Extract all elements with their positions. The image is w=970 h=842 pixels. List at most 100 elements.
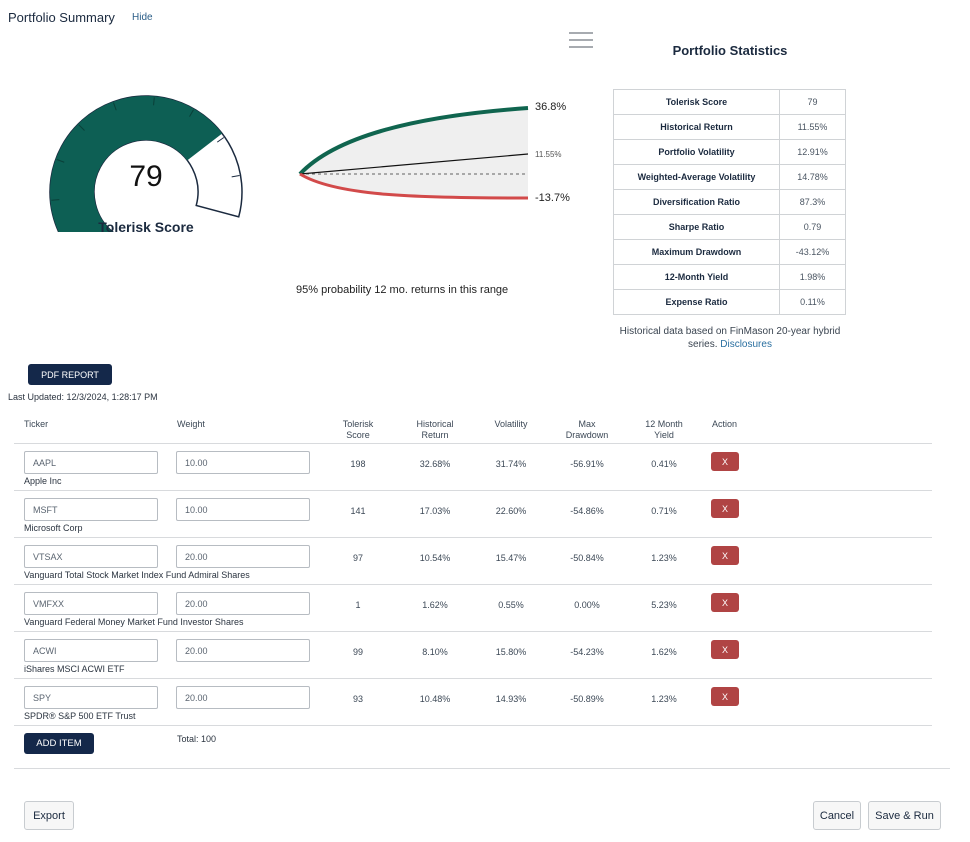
cell-drawdown: -50.84% xyxy=(570,553,604,563)
remove-row-button[interactable]: X xyxy=(711,640,739,659)
stat-label: Maximum Drawdown xyxy=(613,239,780,265)
cell-drawdown: -56.91% xyxy=(570,459,604,469)
weight-input[interactable]: 20.00 xyxy=(176,545,310,568)
ticker-input[interactable]: AAPL xyxy=(24,451,158,474)
cell-drawdown: -54.23% xyxy=(570,647,604,657)
weight-input[interactable]: 20.00 xyxy=(176,592,310,615)
col-header-score-line1: Tolerisk xyxy=(342,419,374,429)
stat-label: Tolerisk Score xyxy=(613,89,780,115)
remove-row-button[interactable]: X xyxy=(711,499,739,518)
cell-score: 97 xyxy=(352,553,363,563)
pdf-report-button[interactable]: PDF REPORT xyxy=(28,364,112,385)
stat-label: Historical Return xyxy=(613,114,780,140)
stat-value: 11.55% xyxy=(779,114,846,140)
hide-link[interactable]: Hide xyxy=(132,12,153,23)
tolerisk-gauge xyxy=(49,95,243,232)
cell-volatility: 14.93% xyxy=(495,694,527,704)
cell-volatility: 0.55% xyxy=(498,600,524,610)
cell-drawdown: 0.00% xyxy=(574,600,600,610)
col-header-volatility: Volatility xyxy=(494,419,528,429)
remove-row-button[interactable]: X xyxy=(711,546,739,565)
cell-score: 1 xyxy=(355,600,361,610)
stat-value: 0.79 xyxy=(779,214,846,240)
ticker-input[interactable]: VTSAX xyxy=(24,545,158,568)
stat-value: 12.91% xyxy=(779,139,846,165)
gauge-tick xyxy=(113,102,117,111)
stat-value: 87.3% xyxy=(779,189,846,215)
col-header-historical: Historical Return xyxy=(400,419,470,441)
median-label: 11.55% xyxy=(535,150,562,159)
stat-label: Diversification Ratio xyxy=(613,189,780,215)
divider xyxy=(14,768,950,769)
cell-historical: 10.48% xyxy=(419,694,451,704)
return-projection-chart xyxy=(298,106,529,200)
divider xyxy=(14,537,932,538)
weight-input[interactable]: 20.00 xyxy=(176,639,310,662)
page-title: Portfolio Summary xyxy=(8,10,115,25)
remove-row-button[interactable]: X xyxy=(711,593,739,612)
gauge-fill xyxy=(50,96,223,232)
add-item-button[interactable]: ADD ITEM xyxy=(24,733,94,754)
cell-score: 99 xyxy=(352,647,363,657)
stat-value: 14.78% xyxy=(779,164,846,190)
cell-yield: 0.41% xyxy=(651,459,677,469)
stat-value: 0.11% xyxy=(779,289,846,315)
disclosures-link[interactable]: Disclosures xyxy=(720,339,772,350)
portfolio-stats-table: Tolerisk Score 79 Historical Return 11.55%… xyxy=(613,89,846,315)
divider xyxy=(14,443,932,444)
gauge-tick xyxy=(153,97,155,106)
stats-note-text: Historical data based on FinMason 20-yea… xyxy=(619,326,841,350)
remove-row-button[interactable]: X xyxy=(711,452,739,471)
cell-score: 198 xyxy=(350,459,366,469)
stat-value: 79 xyxy=(779,89,846,115)
gauge-tick xyxy=(56,159,65,163)
upper-bound-label: 36.8% xyxy=(535,101,567,113)
cell-historical: 1.62% xyxy=(422,600,448,610)
stat-label: Portfolio Volatility xyxy=(613,139,780,165)
cell-historical: 32.68% xyxy=(419,459,451,469)
projection-caption: 95% probability 12 mo. returns in this r… xyxy=(296,284,509,296)
gauge-tick xyxy=(229,214,238,218)
cell-yield: 0.71% xyxy=(651,506,677,516)
ticker-input[interactable]: ACWI xyxy=(24,639,158,662)
menu-icon[interactable] xyxy=(569,32,593,48)
weight-input[interactable]: 20.00 xyxy=(176,686,310,709)
security-name: Apple Inc xyxy=(24,476,62,486)
stat-value: 1.98% xyxy=(779,264,846,290)
ticker-input[interactable]: VMFXX xyxy=(24,592,158,615)
col-header-drawdown: Max Drawdown xyxy=(552,419,622,441)
divider xyxy=(14,490,932,491)
ticker-input[interactable]: SPY xyxy=(24,686,158,709)
stats-row: Tolerisk Score 79 xyxy=(613,89,846,115)
cell-drawdown: -50.89% xyxy=(570,694,604,704)
col-header-action: Action xyxy=(712,419,738,429)
col-header-score-line2: Score xyxy=(346,430,370,440)
lower-bound-label: -13.7% xyxy=(535,192,570,204)
save-run-button[interactable]: Save & Run xyxy=(868,801,941,830)
col-header-yield-line1: 12 Month xyxy=(645,419,683,429)
total-weight: Total: 100 xyxy=(177,734,217,744)
gauge-tick xyxy=(231,175,240,178)
stats-row: Maximum Drawdown -43.12% xyxy=(613,239,846,265)
stats-row: Sharpe Ratio 0.79 xyxy=(613,214,846,240)
projection-band xyxy=(300,108,528,198)
gauge-tick xyxy=(189,109,194,117)
security-name: Vanguard Federal Money Market Fund Inves… xyxy=(24,617,244,627)
remove-row-button[interactable]: X xyxy=(711,687,739,706)
cell-yield: 1.23% xyxy=(651,694,677,704)
cancel-button[interactable]: Cancel xyxy=(813,801,861,830)
weight-input[interactable]: 10.00 xyxy=(176,451,310,474)
cell-score: 141 xyxy=(350,506,366,516)
ticker-input[interactable]: MSFT xyxy=(24,498,158,521)
col-header-dd-line1: Max xyxy=(578,419,596,429)
security-name: Vanguard Total Stock Market Index Fund A… xyxy=(24,570,250,580)
col-header-weight: Weight xyxy=(177,419,205,429)
stat-label: Weighted-Average Volatility xyxy=(613,164,780,190)
cell-historical: 17.03% xyxy=(419,506,451,516)
weight-input[interactable]: 10.00 xyxy=(176,498,310,521)
upper-bound-line xyxy=(298,106,529,176)
gauge-label: Tolerisk Score xyxy=(98,219,194,235)
export-button[interactable]: Export xyxy=(24,801,74,830)
cell-volatility: 31.74% xyxy=(495,459,527,469)
stats-title: Portfolio Statistics xyxy=(672,43,788,58)
